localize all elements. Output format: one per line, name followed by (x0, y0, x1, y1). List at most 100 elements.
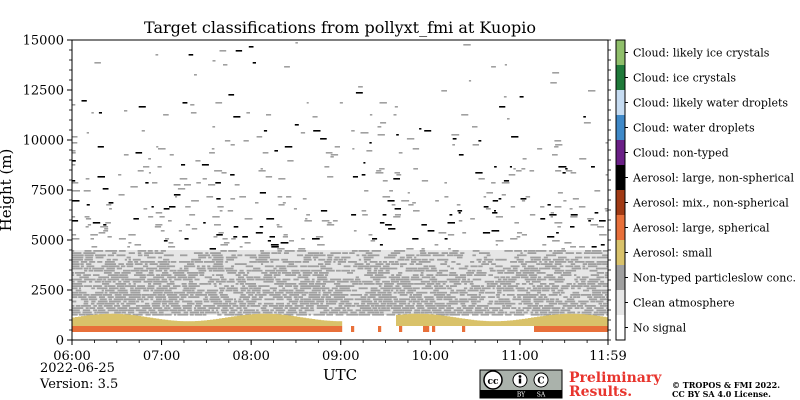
particle-cell (571, 287, 575, 290)
particle-cell (515, 283, 520, 285)
particle-cell (109, 287, 119, 290)
particle-cell (159, 216, 165, 218)
particle-cell (364, 261, 367, 263)
particle-cell (481, 287, 491, 290)
particle-cell (509, 311, 515, 314)
aerosol-small-cell (486, 321, 490, 326)
particle-cell (273, 267, 277, 270)
particle-cell (503, 96, 507, 98)
particle-cell (414, 309, 421, 312)
aerosol-spherical-cell (540, 326, 544, 332)
aerosol-small-cell (315, 319, 319, 326)
particle-cell (244, 242, 251, 244)
particle-cell (349, 252, 355, 254)
aerosol-spherical-cell (462, 326, 466, 332)
particle-cell (128, 242, 132, 244)
particle-cell (605, 142, 608, 144)
particle-cell (230, 285, 234, 287)
particle-cell (294, 261, 302, 263)
aerosol-spherical-cell (231, 326, 235, 332)
particle-cell (492, 287, 495, 290)
particle-cell (256, 291, 261, 294)
particle-cell (386, 313, 396, 316)
particle-cell (425, 298, 435, 301)
particle-cell (478, 178, 485, 180)
particle-cell (394, 172, 400, 174)
aerosol-small-cell (465, 319, 469, 326)
particle-cell (369, 114, 373, 116)
particle-cell (265, 278, 274, 281)
particle-cell (130, 291, 141, 294)
particle-cell (204, 261, 215, 263)
aerosol-small-cell (321, 320, 325, 326)
particle-cell (154, 252, 164, 254)
particle-cell (283, 296, 292, 298)
particle-cell (72, 300, 77, 303)
particle-cell (525, 196, 531, 198)
particle-cell (562, 305, 567, 307)
particle-cell (537, 287, 542, 290)
particle-cell (478, 265, 483, 268)
aerosol-small-cell (411, 313, 415, 326)
particle-cell (311, 269, 322, 272)
aerosol-spherical-cell (318, 326, 322, 332)
particle-cell (164, 313, 172, 316)
particle-cell (293, 278, 299, 281)
particle-cell (226, 269, 238, 272)
particle-cell (177, 313, 189, 316)
particle-cell (393, 114, 397, 116)
particle-cell (466, 272, 474, 274)
chart-title: Target classifications from pollyxt_fmi … (144, 18, 536, 37)
particle-cell (434, 302, 445, 305)
particle-cell (83, 300, 89, 303)
particle-cell (390, 307, 401, 309)
particle-cell (596, 276, 605, 279)
aerosol-small-cell (303, 317, 307, 326)
particle-cell (505, 287, 514, 290)
legend-label: Clean atmosphere (633, 297, 735, 310)
particle-cell (299, 300, 304, 303)
legend-swatch (616, 265, 625, 290)
particle-cell (315, 236, 324, 238)
aerosol-spherical-cell (309, 326, 313, 332)
particle-cell (217, 305, 222, 307)
particle-cell (522, 265, 526, 268)
particle-cell (92, 267, 105, 270)
particle-cell (324, 263, 331, 265)
particle-cell (502, 307, 510, 309)
particle-cell (223, 242, 230, 244)
particle-cell (286, 196, 292, 198)
particle-cell (319, 311, 325, 314)
particle-cell (412, 148, 420, 150)
particle-cell (261, 272, 268, 274)
particle-cell (94, 62, 101, 64)
particle-cell (141, 300, 144, 303)
particle-cell (72, 280, 75, 283)
particle-cell (116, 254, 126, 257)
particle-cell (98, 276, 109, 279)
particle-cell (452, 250, 459, 252)
particle-cell (163, 240, 168, 242)
particle-cell (213, 236, 218, 238)
particle-cell (190, 294, 194, 296)
particle-cell (552, 252, 563, 254)
particle-cell (234, 313, 243, 316)
particle-cell (327, 176, 334, 178)
particle-cell (208, 307, 220, 309)
particle-cell (126, 263, 134, 265)
aerosol-small-cell (108, 313, 112, 326)
particle-cell (486, 283, 490, 285)
aerosol-spherical-cell (594, 326, 598, 332)
particle-cell (177, 188, 186, 190)
particle-cell (453, 254, 464, 257)
particle-cell (221, 311, 227, 314)
particle-cell (574, 265, 581, 268)
particle-cell (104, 228, 109, 230)
aerosol-spherical-cell (174, 326, 178, 332)
aerosol-spherical-cell (135, 326, 139, 332)
aerosol-small-cell (150, 317, 154, 326)
particle-cell (93, 305, 97, 307)
particle-cell (527, 252, 537, 254)
particle-cell (516, 258, 524, 261)
legend-label: Aerosol: large, spherical (632, 222, 770, 235)
